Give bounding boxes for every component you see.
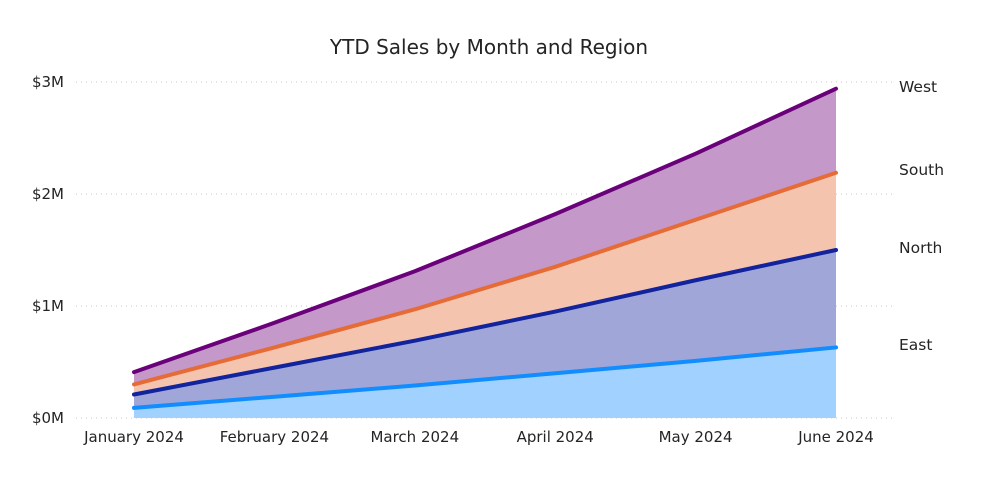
x-tick-label: January 2024: [83, 428, 184, 446]
line-north: [132, 248, 838, 397]
line-south: [132, 170, 838, 387]
y-axis-ticks: $0M $1M $2M $3M: [32, 73, 64, 427]
series-lines: [132, 86, 838, 410]
x-axis-ticks: January 2024 February 2024 March 2024 April…: [83, 428, 874, 446]
legend-label-west: West: [899, 78, 937, 96]
y-tick-label: $3M: [32, 73, 64, 91]
legend: East North South West: [899, 78, 944, 354]
legend-label-north: North: [899, 239, 942, 257]
y-tick-label: $2M: [32, 185, 64, 203]
y-tick-label: $0M: [32, 409, 64, 427]
x-tick-label: June 2024: [797, 428, 874, 446]
y-tick-label: $1M: [32, 297, 64, 315]
legend-label-east: East: [899, 336, 932, 354]
x-tick-label: April 2024: [517, 428, 594, 446]
x-tick-label: March 2024: [370, 428, 459, 446]
line-west: [132, 86, 838, 375]
line-east: [132, 345, 838, 410]
x-tick-label: February 2024: [220, 428, 329, 446]
legend-label-south: South: [899, 161, 944, 179]
x-tick-label: May 2024: [659, 428, 733, 446]
chart-title: YTD Sales by Month and Region: [329, 35, 648, 59]
